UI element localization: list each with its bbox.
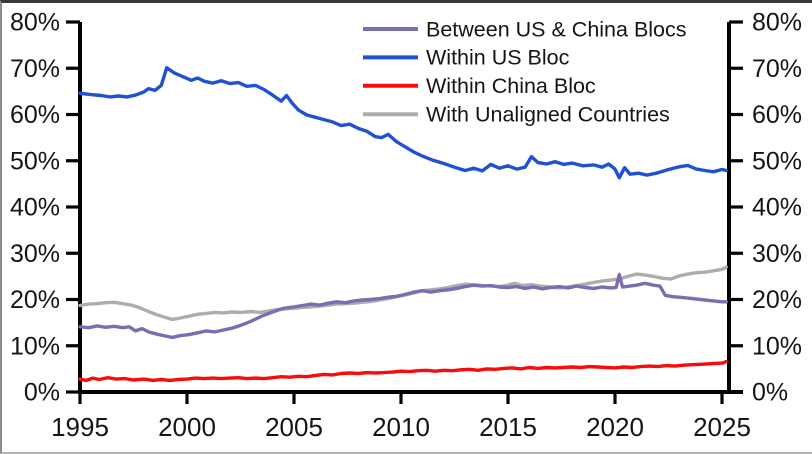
y-axis-tick-label-right: 40% bbox=[752, 194, 802, 222]
legend-label-between-us-china-blocs: Between US & China Blocs bbox=[426, 17, 687, 41]
y-axis-tick-label-left: 10% bbox=[10, 332, 60, 360]
y-axis-tick-label-left: 80% bbox=[10, 9, 60, 37]
x-axis-tick-label: 2015 bbox=[479, 412, 537, 442]
series-line-within-us-bloc bbox=[78, 66, 728, 180]
series-line-between-us-china-blocs bbox=[78, 272, 728, 340]
x-axis-tick-label: 2000 bbox=[158, 412, 216, 442]
y-axis-tick-label-left: 30% bbox=[10, 240, 60, 268]
y-axis-tick-label-left: 70% bbox=[10, 55, 60, 83]
y-axis-tick-label-right: 80% bbox=[752, 9, 802, 37]
x-axis-tick-label: 2025 bbox=[693, 412, 751, 442]
legend-label-with-unaligned-countries: With Unaligned Countries bbox=[426, 103, 670, 127]
y-axis-tick-label-right: 60% bbox=[752, 101, 802, 129]
y-axis-tick-label-right: 50% bbox=[752, 147, 802, 175]
y-axis-tick-label-left: 60% bbox=[10, 101, 60, 129]
y-axis-tick-label-left: 20% bbox=[10, 286, 60, 314]
y-axis-tick-label-left: 0% bbox=[24, 379, 60, 407]
series-line-within-china-bloc bbox=[78, 359, 728, 383]
y-axis-tick-label-right: 20% bbox=[752, 286, 802, 314]
y-axis-tick-label-right: 30% bbox=[752, 240, 802, 268]
y-axis-tick-label-right: 10% bbox=[752, 332, 802, 360]
x-axis-tick-label: 2020 bbox=[586, 412, 644, 442]
y-axis-tick-label-left: 50% bbox=[10, 147, 60, 175]
y-axis-tick-label-right: 0% bbox=[752, 379, 788, 407]
trade-blocs-line-chart: 0% 0% 10% 10% 20% 20% 30% 30% 40% 40% 50% 50% 60% 60%… bbox=[10, 9, 802, 443]
legend-label-within-us-bloc: Within US Bloc bbox=[426, 46, 570, 70]
y-axis-tick-label-right: 70% bbox=[752, 55, 802, 83]
x-axis-tick-label: 1995 bbox=[51, 412, 109, 442]
x-axis-tick-label: 2005 bbox=[265, 412, 323, 442]
legend-label-within-china-bloc: Within China Bloc bbox=[426, 74, 596, 98]
y-axis-tick-label-left: 40% bbox=[10, 194, 60, 222]
x-axis-tick-label: 2010 bbox=[372, 412, 430, 442]
